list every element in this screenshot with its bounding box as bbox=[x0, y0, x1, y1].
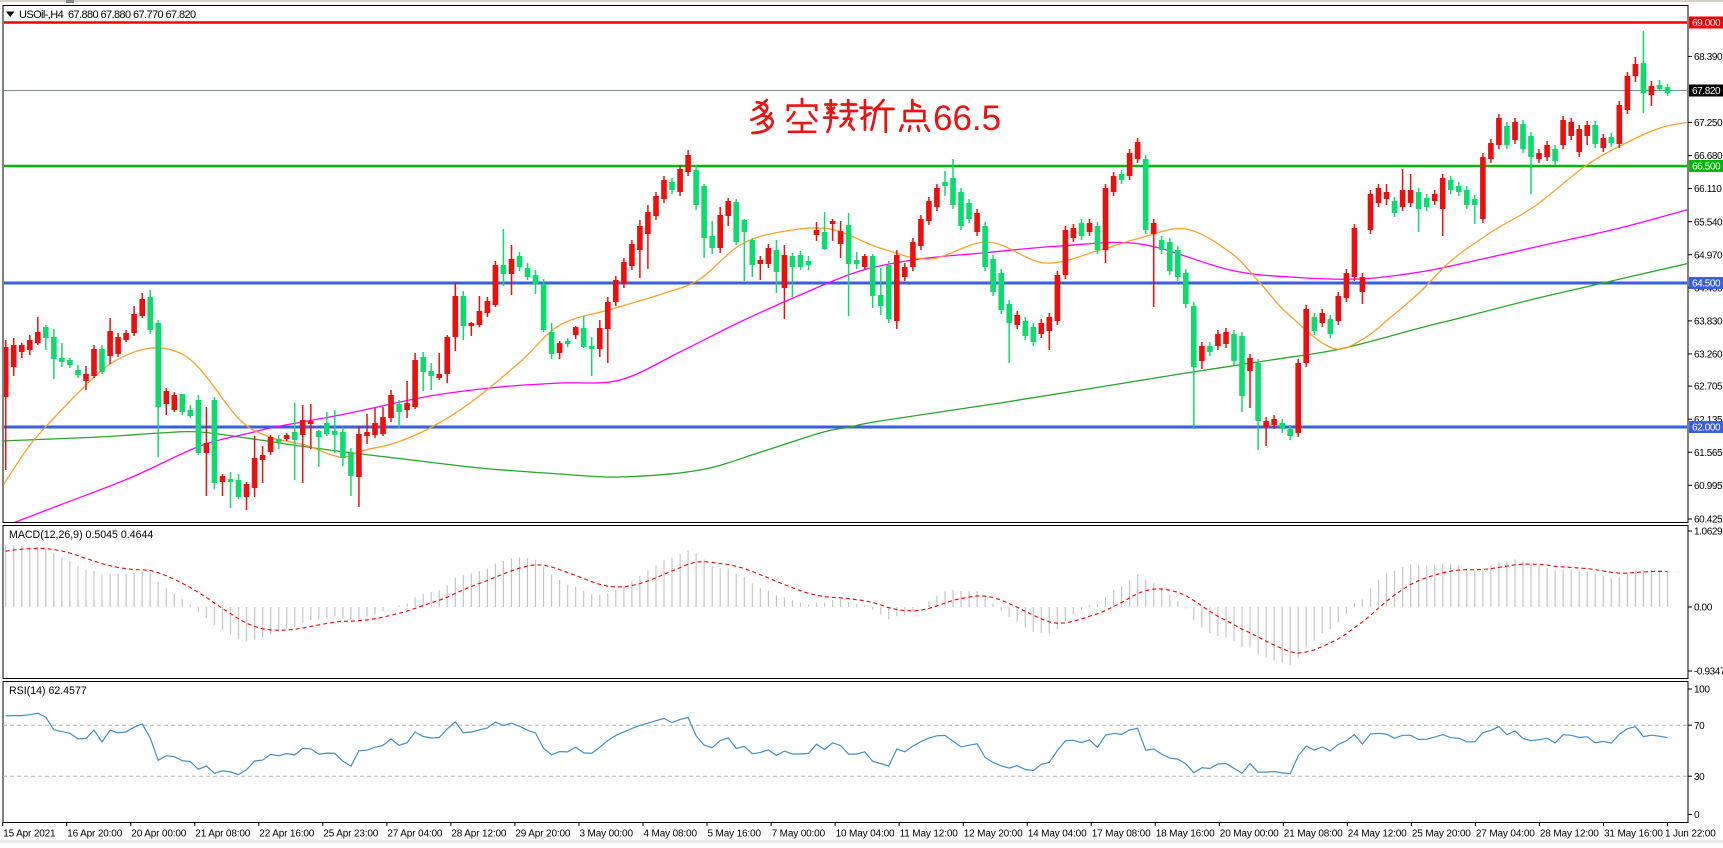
svg-text:11 May 12:00: 11 May 12:00 bbox=[900, 829, 959, 840]
svg-text:30: 30 bbox=[1694, 772, 1705, 783]
svg-text:25 May 20:00: 25 May 20:00 bbox=[1412, 829, 1471, 840]
svg-text:25 Apr 23:00: 25 Apr 23:00 bbox=[323, 829, 379, 840]
svg-text:21 Apr 08:00: 21 Apr 08:00 bbox=[195, 829, 251, 840]
svg-text:70: 70 bbox=[1694, 721, 1705, 732]
svg-text:7 May 00:00: 7 May 00:00 bbox=[772, 829, 826, 840]
svg-text:24 May 12:00: 24 May 12:00 bbox=[1348, 829, 1407, 840]
svg-text:10 May 04:00: 10 May 04:00 bbox=[836, 829, 895, 840]
svg-text:27 May 04:00: 27 May 04:00 bbox=[1476, 829, 1535, 840]
svg-text:63.830: 63.830 bbox=[1694, 317, 1723, 328]
svg-text:0: 0 bbox=[1694, 810, 1700, 821]
svg-text:RSI(14) 62.4577: RSI(14) 62.4577 bbox=[9, 685, 87, 697]
svg-text:5 May 16:00: 5 May 16:00 bbox=[708, 829, 762, 840]
svg-text:21 May 08:00: 21 May 08:00 bbox=[1284, 829, 1343, 840]
svg-text:20 Apr 00:00: 20 Apr 00:00 bbox=[131, 829, 187, 840]
svg-text:22 Apr 16:00: 22 Apr 16:00 bbox=[259, 829, 315, 840]
svg-text:64.970: 64.970 bbox=[1694, 250, 1723, 261]
svg-text:12 May 20:00: 12 May 20:00 bbox=[964, 829, 1023, 840]
svg-text:62.000: 62.000 bbox=[1692, 423, 1721, 434]
svg-text:67.820: 67.820 bbox=[1692, 86, 1721, 97]
svg-text:1.0629: 1.0629 bbox=[1694, 527, 1723, 538]
svg-text:1 Jun 22:00: 1 Jun 22:00 bbox=[1665, 829, 1716, 840]
svg-text:60.425: 60.425 bbox=[1694, 515, 1723, 526]
svg-text:67.250: 67.250 bbox=[1694, 118, 1723, 129]
svg-text:17 May 08:00: 17 May 08:00 bbox=[1092, 829, 1151, 840]
svg-text:61.565: 61.565 bbox=[1694, 448, 1723, 459]
svg-text:100: 100 bbox=[1694, 685, 1710, 696]
svg-text:60.995: 60.995 bbox=[1694, 481, 1723, 492]
svg-text:USOil-,H4 67.880 67.880 67.77: USOil-,H4 67.880 67.880 67.770 67.820 bbox=[19, 9, 196, 21]
svg-text:20 May 00:00: 20 May 00:00 bbox=[1220, 829, 1279, 840]
svg-text:66.5: 66.5 bbox=[933, 99, 1001, 138]
svg-text:-0.9347: -0.9347 bbox=[1694, 667, 1723, 678]
svg-text:66.680: 66.680 bbox=[1694, 151, 1723, 162]
svg-text:16 Apr 20:00: 16 Apr 20:00 bbox=[67, 829, 123, 840]
svg-text:69.000: 69.000 bbox=[1692, 18, 1721, 29]
svg-text:18 May 16:00: 18 May 16:00 bbox=[1156, 829, 1215, 840]
svg-text:31 May 16:00: 31 May 16:00 bbox=[1604, 829, 1663, 840]
svg-text:65.540: 65.540 bbox=[1694, 217, 1723, 228]
svg-text:62.135: 62.135 bbox=[1694, 415, 1723, 426]
svg-text:66.500: 66.500 bbox=[1692, 162, 1721, 173]
svg-text:15 Apr 2021: 15 Apr 2021 bbox=[3, 829, 56, 840]
svg-text:68.390: 68.390 bbox=[1694, 52, 1723, 63]
svg-text:64.500: 64.500 bbox=[1692, 279, 1721, 290]
svg-text:63.260: 63.260 bbox=[1694, 350, 1723, 361]
svg-text:29 Apr 20:00: 29 Apr 20:00 bbox=[515, 829, 571, 840]
svg-text:4 May 08:00: 4 May 08:00 bbox=[644, 829, 698, 840]
svg-text:27 Apr 04:00: 27 Apr 04:00 bbox=[387, 829, 443, 840]
svg-text:0.00: 0.00 bbox=[1694, 603, 1713, 614]
svg-text:66.110: 66.110 bbox=[1694, 184, 1722, 195]
svg-text:62.705: 62.705 bbox=[1694, 382, 1723, 393]
svg-text:28 Apr 12:00: 28 Apr 12:00 bbox=[451, 829, 507, 840]
svg-text:3 May 00:00: 3 May 00:00 bbox=[580, 829, 634, 840]
svg-text:MACD(12,26,9) 0.5045 0.4644: MACD(12,26,9) 0.5045 0.4644 bbox=[9, 529, 153, 541]
svg-text:14 May 04:00: 14 May 04:00 bbox=[1028, 829, 1087, 840]
svg-text:28 May 12:00: 28 May 12:00 bbox=[1540, 829, 1599, 840]
